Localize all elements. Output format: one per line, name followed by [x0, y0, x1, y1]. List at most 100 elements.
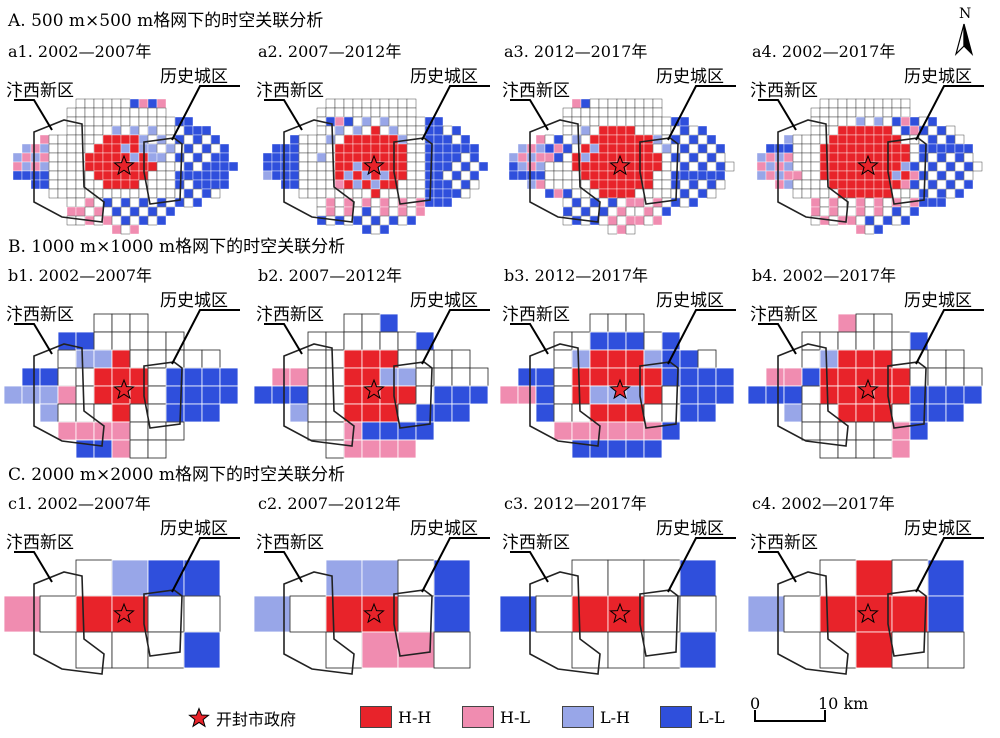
grid-cell: [837, 206, 848, 217]
grid-cell: [460, 134, 471, 145]
grid-cell: [909, 170, 920, 181]
grid-cell: [598, 116, 609, 127]
grid-cell: [469, 385, 489, 405]
grid-cell: [442, 197, 453, 208]
grid-cell: [864, 98, 875, 109]
grid-cell: [783, 367, 803, 387]
grid-cell: [679, 116, 690, 127]
grid-cell: [963, 170, 974, 181]
grid-cell: [57, 403, 77, 423]
grid-cell: [165, 170, 176, 181]
grid-cell: [361, 215, 372, 226]
grid-cell: [679, 403, 699, 423]
grid-cell: [39, 403, 59, 423]
grid-cell: [201, 170, 212, 181]
grid-cell: [219, 152, 230, 163]
grid-cell: [210, 170, 221, 181]
label-historic-district: 历史城区: [160, 291, 228, 311]
west-district-outline: [529, 571, 601, 675]
grid-cell: [406, 170, 417, 181]
grid-cell: [679, 152, 690, 163]
grid-cell: [307, 143, 318, 154]
grid-cell: [607, 206, 618, 217]
grid-cell: [93, 385, 113, 405]
scale-bar: 0 10 km: [748, 694, 868, 730]
grid-cell: [352, 134, 363, 145]
grid-cell: [535, 134, 546, 145]
grid-cell: [415, 197, 426, 208]
grid-cell: [183, 134, 194, 145]
grid-cell: [138, 107, 149, 118]
grid-cell: [643, 134, 654, 145]
grid-cell: [819, 197, 830, 208]
grid-cell: [451, 152, 462, 163]
grid-cell: [643, 143, 654, 154]
label-historic-district: 历史城区: [656, 519, 724, 539]
grid-cell: [183, 385, 203, 405]
grid-cell: [706, 134, 717, 145]
grid-cell: [397, 631, 435, 669]
grid-cell: [219, 143, 230, 154]
grid-cell: [589, 367, 609, 387]
grid-cell: [192, 143, 203, 154]
grid-cell: [792, 188, 803, 199]
grid-cell: [147, 143, 158, 154]
grid-cell: [846, 188, 857, 199]
grid-cell: [945, 179, 956, 190]
grid-cell: [147, 367, 167, 387]
grid-cell: [129, 224, 140, 235]
grid-cell: [316, 206, 327, 217]
grid-cell: [289, 385, 309, 405]
grid-cell: [553, 188, 564, 199]
government-star-icon: [363, 154, 385, 176]
legend-hh: H-H: [360, 706, 431, 728]
grid-cell: [334, 116, 345, 127]
grid-cell: [424, 179, 435, 190]
grid-cell: [589, 403, 609, 423]
grid-cell: [837, 107, 848, 118]
grid-cell: [864, 116, 875, 127]
grid-cell: [370, 107, 381, 118]
grid-cell: [855, 152, 866, 163]
grid-cell: [945, 125, 956, 136]
grid-cell: [397, 116, 408, 127]
grid-cell: [361, 107, 372, 118]
grid-cell: [697, 152, 708, 163]
panel-title: b1. 2002—2007年: [8, 266, 153, 285]
grid-cell: [379, 188, 390, 199]
grid-cell: [93, 125, 104, 136]
grid-cell: [945, 170, 956, 181]
grid-cell: [535, 385, 555, 405]
government-star-icon: [857, 378, 879, 400]
grid-cell: [562, 161, 573, 172]
grid-cell: [697, 403, 717, 423]
grid-cell: [433, 134, 444, 145]
grid-cell: [819, 421, 839, 441]
grid-cell: [219, 385, 239, 405]
grid-cell: [855, 559, 893, 597]
grid-cell: [873, 206, 884, 217]
leader-line-historic: [915, 537, 984, 593]
grid-cell: [697, 188, 708, 199]
grid-cell: [562, 197, 573, 208]
grid-cell: [553, 170, 564, 181]
panel-title: b3. 2012—2017年: [504, 266, 649, 285]
grid-cell: [688, 125, 699, 136]
grid-cell: [451, 170, 462, 181]
grid-cell: [361, 631, 399, 669]
grid-cell: [562, 143, 573, 154]
grid-cell: [334, 98, 345, 109]
grid-cell: [93, 152, 104, 163]
grid-cell: [183, 125, 194, 136]
grid-cell: [120, 206, 131, 217]
grid-cell: [900, 107, 911, 118]
grid-cell: [783, 161, 794, 172]
grid-cell: [66, 188, 77, 199]
grid-cell: [544, 170, 555, 181]
grid-cell: [927, 134, 938, 145]
legend-hl: H-L: [462, 706, 530, 728]
grid-cell: [379, 116, 390, 127]
grid-cell: [415, 179, 426, 190]
grid-cell: [298, 188, 309, 199]
grid-cell: [634, 116, 645, 127]
